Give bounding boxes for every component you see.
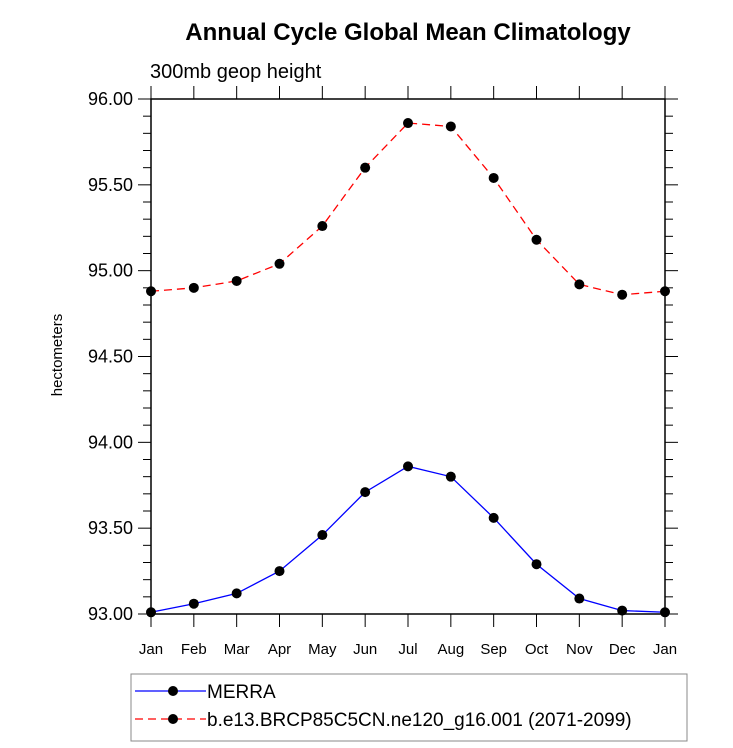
series-line <box>150 122 666 296</box>
x-tick-label: Jan <box>139 641 163 658</box>
data-point <box>231 588 242 599</box>
data-point <box>274 258 285 269</box>
data-point <box>403 118 413 129</box>
legend-label: b.e13.BRCP85C5CN.ne120_g16.001 (2071-209… <box>207 710 632 731</box>
y-tick-label: 94.00 <box>88 432 133 452</box>
legend-box <box>130 673 688 742</box>
x-tick-label: Nov <box>566 641 593 658</box>
y-tick-label: 95.00 <box>88 261 133 281</box>
y-tick-label: 93.50 <box>88 518 133 538</box>
series-merra <box>146 461 670 618</box>
data-point <box>531 559 542 570</box>
series-line <box>150 465 666 613</box>
chart-subtitle: 300mb geop height <box>150 61 322 83</box>
plot-frame <box>150 98 666 615</box>
data-point <box>660 607 670 618</box>
x-ticks: Jan Feb Mar Apr May Jun Jul Aug Sep Oct Nov Dec Jan <box>139 86 677 658</box>
y-axis-label: hectometers <box>49 314 66 397</box>
y-tick-label: 93.00 <box>88 604 133 624</box>
data-point <box>360 487 371 498</box>
x-tick-label: Sep <box>480 641 507 658</box>
x-tick-label: Jan <box>653 641 677 658</box>
y-tick-label: 96.00 <box>88 89 133 109</box>
data-point <box>488 172 499 183</box>
x-tick-label: Feb <box>181 641 207 658</box>
data-point <box>660 286 670 297</box>
data-point <box>403 461 413 472</box>
data-point <box>360 162 371 173</box>
x-tick-label: Dec <box>609 641 636 658</box>
data-point <box>531 234 542 245</box>
x-tick-label: Jul <box>398 641 417 658</box>
data-point <box>617 289 628 300</box>
data-point <box>188 598 199 609</box>
series-model <box>146 118 670 300</box>
legend-marker <box>168 686 178 696</box>
data-point <box>317 530 328 541</box>
x-tick-label: Aug <box>437 641 464 658</box>
data-point <box>445 121 456 132</box>
data-point <box>317 221 328 232</box>
data-point <box>445 471 456 482</box>
legend-label: MERRA <box>207 682 276 703</box>
series-layer <box>146 118 670 618</box>
y-tick-label: 94.50 <box>88 347 133 367</box>
chart-title: Annual Cycle Global Mean Climatology <box>185 19 631 46</box>
y-ticks: 93.00 93.50 94.00 94.50 95.00 95.50 96.00 <box>88 89 678 624</box>
data-point <box>574 593 585 604</box>
x-tick-label: May <box>308 641 337 658</box>
x-tick-label: Jun <box>353 641 377 658</box>
axes <box>150 98 666 615</box>
y-tick-label: 95.50 <box>88 175 133 195</box>
legend-marker <box>168 714 178 724</box>
data-point <box>617 605 628 616</box>
data-point <box>574 279 585 290</box>
data-point <box>188 282 199 293</box>
legend: MERRA b.e13.BRCP85C5CN.ne120_g16.001 (207… <box>130 673 688 742</box>
data-point <box>146 607 156 618</box>
x-tick-label: Apr <box>268 641 291 658</box>
data-point <box>488 512 499 523</box>
x-tick-label: Mar <box>224 641 250 658</box>
data-point <box>231 275 242 286</box>
data-point <box>274 566 285 577</box>
x-tick-label: Oct <box>525 641 549 658</box>
data-point <box>146 286 156 297</box>
